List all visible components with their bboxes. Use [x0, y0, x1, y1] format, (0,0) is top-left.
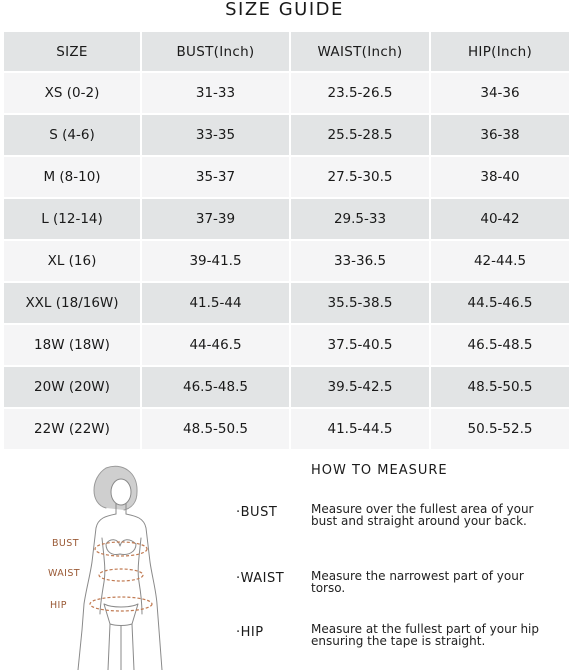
cell-waist: 39.5-42.5 — [291, 367, 429, 407]
measure-term-bust: ·BUST — [236, 505, 278, 520]
cell-bust: 31-33 — [142, 73, 289, 113]
cell-bust: 46.5-48.5 — [142, 367, 289, 407]
cell-waist: 33-36.5 — [291, 241, 429, 281]
table-header-row: SIZE BUST(Inch) WAIST(Inch) HIP(Inch) — [4, 32, 569, 71]
cell-bust: 35-37 — [142, 157, 289, 197]
cell-waist: 41.5-44.5 — [291, 409, 429, 449]
cell-size: 18W (18W) — [4, 325, 140, 365]
cell-hip: 50.5-52.5 — [431, 409, 569, 449]
table-row: XXL (18/16W) 41.5-44 35.5-38.5 44.5-46.5 — [4, 283, 569, 323]
header-waist: WAIST(Inch) — [291, 32, 429, 71]
figure-label-hip: HIP — [50, 600, 67, 611]
table-row: 20W (20W) 46.5-48.5 39.5-42.5 48.5-50.5 — [4, 367, 569, 407]
table-row: S (4-6) 33-35 25.5-28.5 36-38 — [4, 115, 569, 155]
cell-waist: 35.5-38.5 — [291, 283, 429, 323]
cell-bust: 41.5-44 — [142, 283, 289, 323]
header-hip: HIP(Inch) — [431, 32, 569, 71]
cell-size: 22W (22W) — [4, 409, 140, 449]
cell-size: M (8-10) — [4, 157, 140, 197]
cell-bust: 33-35 — [142, 115, 289, 155]
cell-size: S (4-6) — [4, 115, 140, 155]
table-row: XS (0-2) 31-33 23.5-26.5 34-36 — [4, 73, 569, 113]
cell-hip: 40-42 — [431, 199, 569, 239]
measure-term-waist: ·WAIST — [236, 571, 285, 586]
cell-size: 20W (20W) — [4, 367, 140, 407]
cell-size: XXL (18/16W) — [4, 283, 140, 323]
measure-term-hip: ·HIP — [236, 625, 264, 640]
figure-label-waist: WAIST — [48, 568, 81, 579]
header-size: SIZE — [4, 32, 140, 71]
woman-figure-icon — [77, 465, 163, 670]
cell-bust: 39-41.5 — [142, 241, 289, 281]
cell-bust: 44-46.5 — [142, 325, 289, 365]
measure-desc-hip: Measure at the fullest part of your hip … — [311, 622, 540, 648]
cell-hip: 46.5-48.5 — [431, 325, 569, 365]
cell-waist: 37.5-40.5 — [291, 325, 429, 365]
cell-size: L (12-14) — [4, 199, 140, 239]
measure-desc-bust: Measure over the fullest area of your bu… — [311, 502, 534, 528]
cell-hip: 38-40 — [431, 157, 569, 197]
cell-hip: 44.5-46.5 — [431, 283, 569, 323]
cell-waist: 25.5-28.5 — [291, 115, 429, 155]
size-chart-table: SIZE BUST(Inch) WAIST(Inch) HIP(Inch) XS… — [2, 30, 569, 451]
cell-hip: 34-36 — [431, 73, 569, 113]
cell-bust: 37-39 — [142, 199, 289, 239]
page-title: SIZE GUIDE — [225, 0, 344, 20]
header-bust: BUST(Inch) — [142, 32, 289, 71]
table-row: L (12-14) 37-39 29.5-33 40-42 — [4, 199, 569, 239]
measure-desc-waist: Measure the narrowest part of your torso… — [311, 569, 524, 595]
table-row: M (8-10) 35-37 27.5-30.5 38-40 — [4, 157, 569, 197]
cell-waist: 23.5-26.5 — [291, 73, 429, 113]
how-to-measure-title: HOW TO MEASURE — [311, 463, 448, 478]
table-row: XL (16) 39-41.5 33-36.5 42-44.5 — [4, 241, 569, 281]
body-measurement-illustration: BUST WAIST HIP — [20, 458, 200, 670]
cell-hip: 36-38 — [431, 115, 569, 155]
cell-bust: 48.5-50.5 — [142, 409, 289, 449]
cell-hip: 48.5-50.5 — [431, 367, 569, 407]
cell-size: XS (0-2) — [4, 73, 140, 113]
cell-waist: 27.5-30.5 — [291, 157, 429, 197]
cell-size: XL (16) — [4, 241, 140, 281]
table-row: 22W (22W) 48.5-50.5 41.5-44.5 50.5-52.5 — [4, 409, 569, 449]
table-row: 18W (18W) 44-46.5 37.5-40.5 46.5-48.5 — [4, 325, 569, 365]
cell-hip: 42-44.5 — [431, 241, 569, 281]
figure-label-bust: BUST — [52, 538, 79, 549]
cell-waist: 29.5-33 — [291, 199, 429, 239]
